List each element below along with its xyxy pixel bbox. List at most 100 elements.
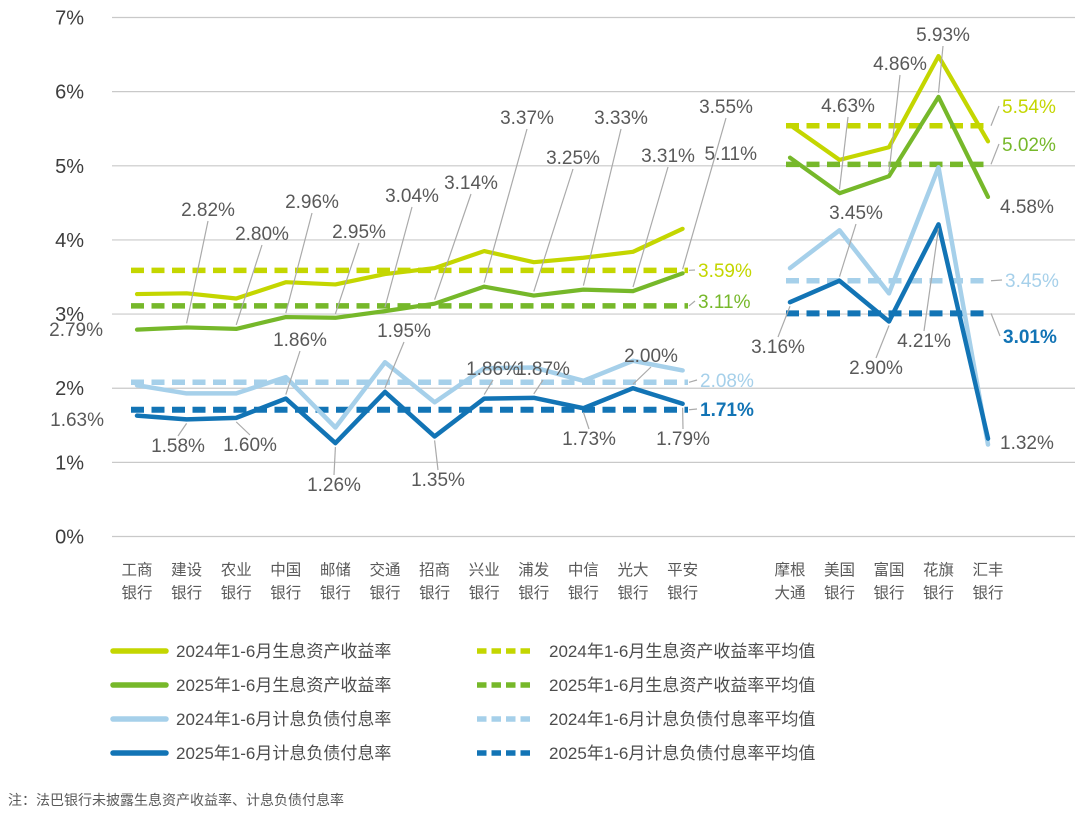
- series-line-yield2025: [787, 94, 991, 200]
- data-label: 1.73%: [562, 429, 616, 450]
- x-axis-label: 中信: [568, 561, 599, 579]
- leader-line: [632, 166, 669, 288]
- avg-value-label: 5.02%: [1002, 135, 1056, 156]
- data-label: 1.95%: [377, 321, 431, 342]
- data-label: 2.82%: [181, 200, 235, 221]
- data-label: 2.90%: [849, 358, 903, 379]
- leader-line: [235, 421, 251, 436]
- data-label: 4.21%: [897, 331, 951, 352]
- avg-value-label: 3.59%: [698, 261, 752, 282]
- leader-line: [334, 242, 360, 314]
- x-axis-label: 银行: [617, 584, 648, 602]
- series-line-yield2025: [134, 271, 685, 332]
- leader-line: [888, 74, 901, 173]
- data-label: 4.63%: [821, 96, 875, 117]
- leader-line: [384, 341, 405, 389]
- avg-value-label: 3.45%: [1005, 271, 1059, 292]
- leader-line: [838, 116, 849, 190]
- leader-line: [582, 128, 622, 286]
- data-label: 4.86%: [873, 54, 927, 75]
- data-label: 1.79%: [656, 429, 710, 450]
- x-axis-label: 建设: [171, 561, 202, 579]
- x-axis-label: 银行: [923, 584, 954, 602]
- series-line-yield2024: [787, 53, 991, 162]
- leader-line: [990, 105, 1000, 126]
- x-axis-label: 美国: [824, 561, 855, 579]
- y-axis-label: 6%: [55, 82, 84, 104]
- x-axis-label: 银行: [568, 584, 599, 602]
- series-line-cost2025: [134, 385, 685, 446]
- y-axis-label: 2%: [55, 378, 84, 400]
- x-axis-label: 银行: [121, 584, 152, 602]
- footnote: 注：法巴银行未披露生息资产收益率、计息负债付息率: [8, 792, 344, 808]
- leader-line: [688, 379, 698, 383]
- x-axis-label: 招商: [419, 561, 450, 579]
- leader-line: [682, 117, 727, 270]
- x-axis-label: 富国: [873, 561, 904, 579]
- avg-value-label: 2.08%: [700, 371, 754, 392]
- series-line-cost2024: [134, 358, 685, 430]
- leader-line: [533, 379, 544, 395]
- x-axis-label: 兴业: [469, 561, 500, 579]
- x-axis-label: 花旗: [923, 561, 954, 579]
- x-axis-label: 浦发: [518, 561, 549, 579]
- data-label: 3.55%: [699, 97, 753, 118]
- leader-line: [177, 423, 188, 437]
- y-axis-label: 3%: [55, 304, 84, 326]
- x-axis-label: 银行: [369, 584, 400, 602]
- data-label: 3.33%: [594, 108, 648, 129]
- leader-line: [434, 193, 472, 300]
- legend-label: 2025年1-6月生息资产收益率平均值: [549, 676, 815, 695]
- x-axis-label: 大通: [774, 584, 806, 602]
- leader-line: [483, 379, 494, 395]
- leader-line: [923, 228, 940, 332]
- legend-label: 2024年1-6月计息负债付息率平均值: [549, 710, 815, 729]
- leader-line: [483, 128, 528, 283]
- legend-label: 2025年1-6月计息负债付息率平均值: [549, 744, 815, 763]
- x-axis-label: 工商: [121, 561, 152, 579]
- data-label: 1.63%: [50, 410, 104, 431]
- data-label: 1.86%: [466, 359, 520, 380]
- data-label: 2.00%: [624, 346, 678, 367]
- y-axis-label: 5%: [55, 156, 84, 178]
- leader-line: [990, 313, 1001, 337]
- x-axis-label: 银行: [469, 584, 500, 602]
- y-axis-label: 0%: [55, 527, 84, 549]
- x-axis-label: 中国: [270, 561, 301, 579]
- leader-line: [777, 305, 791, 338]
- leader-line: [582, 412, 590, 430]
- series-line-cost2025: [787, 222, 991, 441]
- leader-line: [990, 279, 1003, 282]
- x-axis-label: 银行: [419, 584, 450, 602]
- data-label: 5.11%: [705, 144, 758, 165]
- x-axis-label: 银行: [221, 584, 252, 602]
- legend-label: 2024年1-6月计息负债付息率: [176, 710, 391, 729]
- x-axis-label: 银行: [667, 584, 698, 602]
- data-label: 4.58%: [1000, 197, 1054, 218]
- data-label: 3.37%: [500, 108, 554, 129]
- leader-line: [333, 447, 336, 476]
- data-label: 1.58%: [151, 436, 205, 457]
- data-label: 3.45%: [829, 203, 883, 224]
- x-axis-label: 汇丰: [972, 561, 1003, 579]
- data-label: 3.16%: [751, 337, 805, 358]
- data-label: 2.95%: [332, 222, 386, 243]
- y-axis-label: 1%: [55, 452, 84, 474]
- avg-value-label: 1.71%: [700, 400, 754, 421]
- leader-line: [990, 143, 1000, 165]
- x-axis-label: 银行: [873, 584, 904, 602]
- data-label: 3.31%: [641, 146, 695, 167]
- leader-line: [235, 244, 263, 326]
- leader-line: [285, 350, 301, 395]
- avg-value-label: 3.01%: [1003, 327, 1057, 348]
- data-label: 1.60%: [223, 435, 277, 456]
- legend-label: 2025年1-6月计息负债付息率: [176, 744, 391, 763]
- x-axis-label: 银行: [320, 584, 351, 602]
- leader-line: [688, 408, 698, 411]
- x-axis-label: 农业: [221, 561, 252, 579]
- avg-value-label: 3.11%: [698, 292, 751, 313]
- x-axis-label: 银行: [518, 584, 549, 602]
- legend-label: 2024年1-6月生息资产收益率平均值: [549, 642, 815, 661]
